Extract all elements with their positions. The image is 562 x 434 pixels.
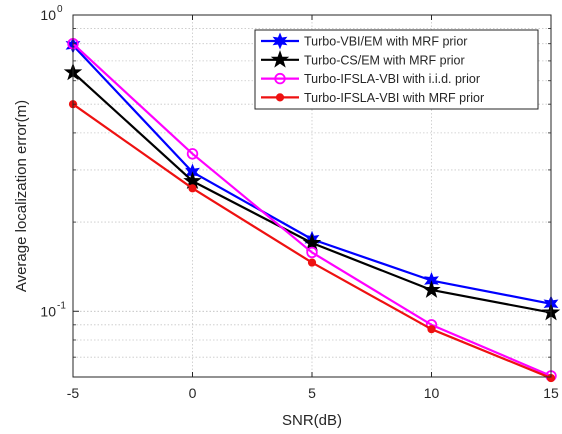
data-point — [422, 280, 441, 298]
data-point — [275, 93, 285, 102]
y-tick-label: 10 — [40, 7, 56, 23]
legend-label: Turbo-CS/EM with MRF prior — [304, 53, 465, 67]
x-tick-label: -5 — [67, 385, 80, 401]
legend-box — [254, 29, 539, 110]
data-point — [427, 325, 436, 334]
data-point — [274, 72, 286, 85]
x-tick-label: 10 — [424, 385, 440, 401]
legend: Turbo-VBI/EM with MRF prior Turbo-CS/EM w… — [254, 29, 539, 110]
legend-label: Turbo-VBI/EM with MRF prior — [304, 35, 467, 49]
y-tick-label: 10 — [40, 303, 56, 319]
data-point — [302, 233, 322, 251]
y-axis-label: Average localization error(m) — [13, 100, 30, 292]
x-tick-label: 5 — [308, 385, 316, 401]
x-axis-label: SNR(dB) — [282, 412, 342, 429]
x-tick-label: 0 — [189, 385, 197, 401]
y-tick-exponent: 0 — [57, 4, 63, 15]
data-point — [186, 148, 199, 160]
data-point — [272, 32, 288, 50]
legend-label: Turbo-IFSLA-VBI with i.i.d. prior — [304, 72, 480, 86]
series-line — [72, 42, 552, 377]
data-point — [270, 50, 290, 68]
y-tick-exponent: -1 — [57, 300, 66, 311]
data-point — [188, 184, 197, 193]
x-tick-label: 15 — [543, 385, 559, 401]
legend-label: Turbo-IFSLA-VBI with MRF prior — [304, 91, 484, 105]
data-point — [306, 246, 318, 259]
data-point — [307, 258, 317, 267]
